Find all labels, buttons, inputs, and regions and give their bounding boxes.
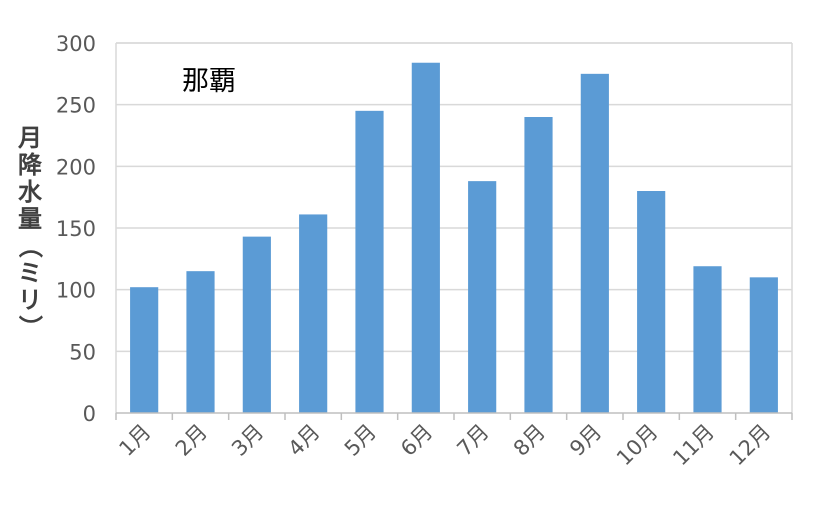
bar-8月 — [524, 117, 553, 413]
y-axis-label-char: ミ — [18, 259, 42, 287]
y-tick-label: 50 — [69, 340, 96, 364]
y-axis-label-char: 水 — [18, 178, 43, 206]
bars — [130, 62, 778, 413]
bar-5月 — [355, 110, 384, 413]
bar-9月 — [580, 73, 609, 413]
y-tick-label: 0 — [83, 402, 96, 426]
y-tick-label: 300 — [56, 32, 96, 56]
bar-1月 — [130, 287, 159, 413]
chart-title: 那覇 — [182, 66, 236, 97]
bar-4月 — [299, 214, 328, 413]
bar-12月 — [749, 277, 778, 413]
bar-2月 — [186, 271, 215, 413]
y-tick-label: 250 — [56, 94, 96, 118]
bar-3月 — [242, 236, 271, 413]
y-axis-label-char: ） — [16, 315, 44, 339]
bar-10月 — [637, 191, 666, 413]
y-axis-label-char: リ — [18, 286, 42, 314]
y-axis-label-char: 降 — [18, 151, 43, 179]
y-tick-label: 100 — [56, 279, 96, 303]
y-tick-label: 150 — [56, 217, 96, 241]
bar-11月 — [693, 266, 722, 413]
bar-6月 — [411, 62, 440, 413]
y-axis-label-char: 量 — [18, 205, 42, 233]
y-axis-label-char: 月 — [17, 124, 42, 152]
bar-7月 — [468, 181, 497, 413]
y-tick-label: 200 — [56, 155, 96, 179]
axes — [115, 42, 793, 420]
y-axis-label-char: （ — [16, 234, 44, 258]
y-tick-labels: 0 50 100 150 200 250 300 — [56, 32, 96, 426]
